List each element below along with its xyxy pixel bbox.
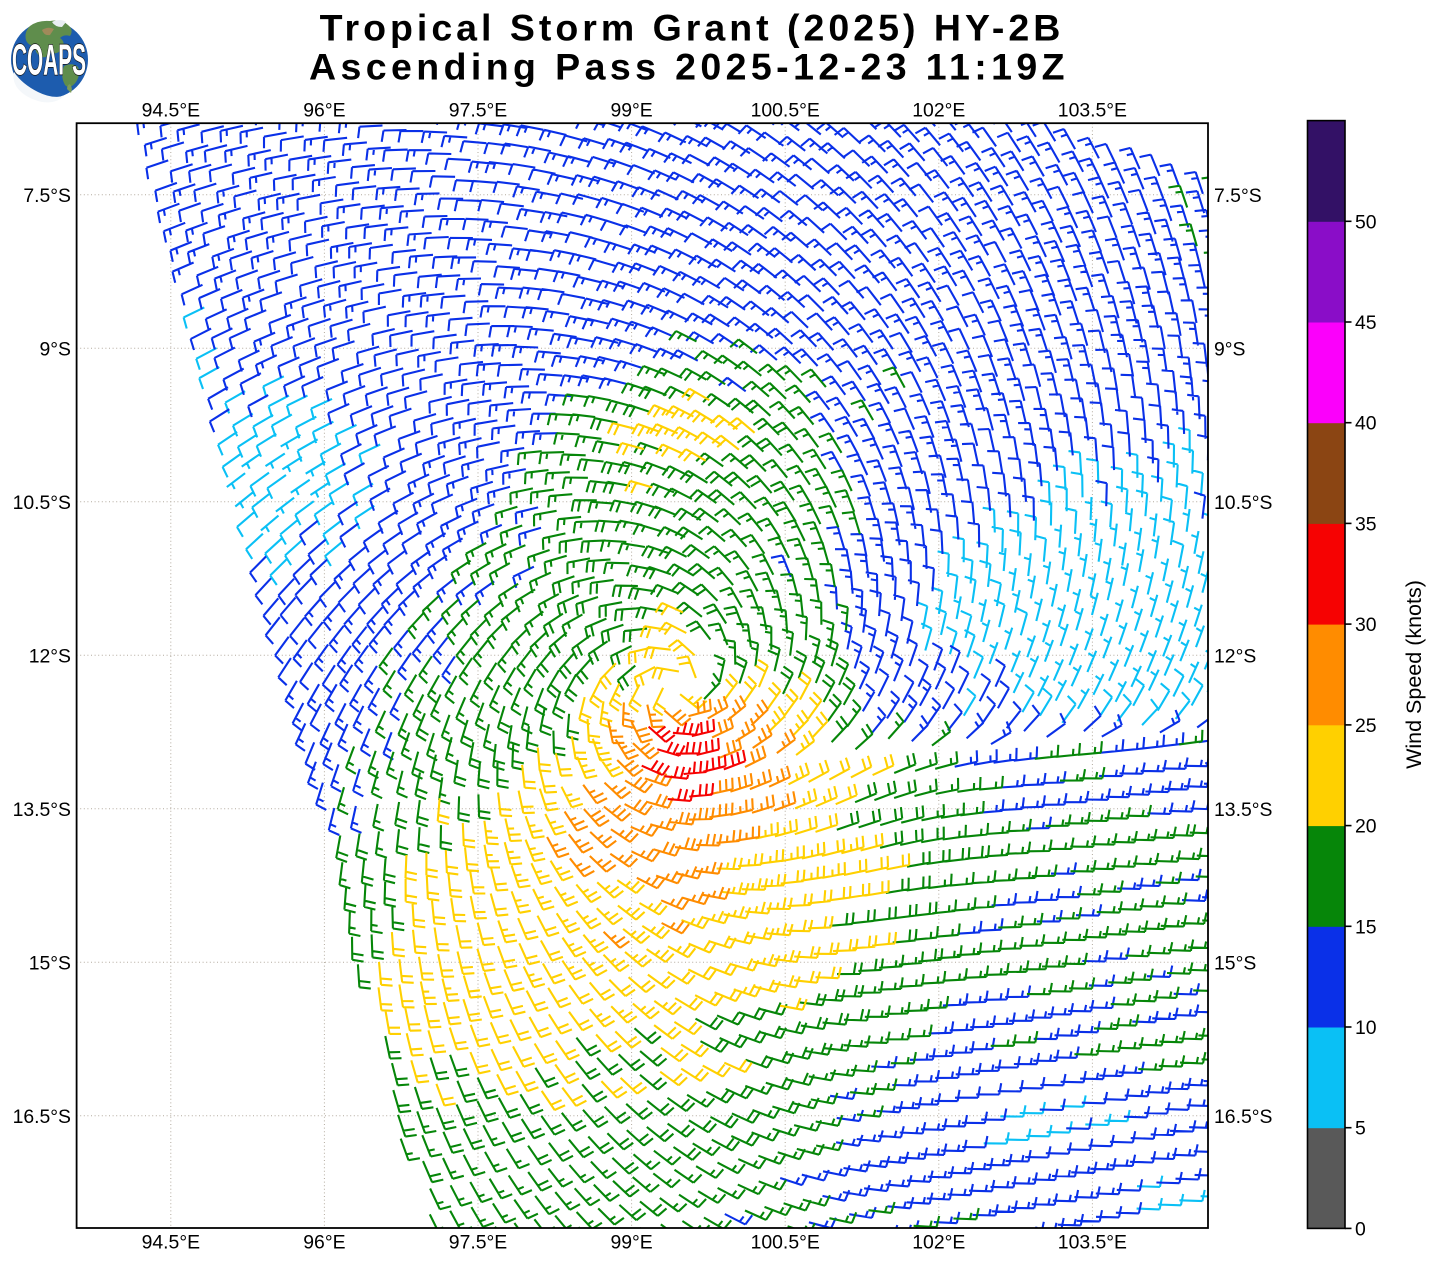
svg-text:0: 0 xyxy=(1355,1218,1366,1240)
svg-text:Ascending Pass 2025-12-23 11:1: Ascending Pass 2025-12-23 11:19Z xyxy=(309,46,1069,88)
svg-text:7.5°S: 7.5°S xyxy=(1214,185,1262,207)
svg-text:COAPS: COAPS xyxy=(12,36,86,85)
svg-text:15°S: 15°S xyxy=(1214,952,1256,974)
svg-text:97.5°E: 97.5°E xyxy=(449,100,507,122)
svg-text:9°S: 9°S xyxy=(1214,338,1246,360)
svg-text:50: 50 xyxy=(1355,211,1377,233)
svg-text:103.5°E: 103.5°E xyxy=(1058,1232,1127,1254)
svg-text:15: 15 xyxy=(1355,916,1377,938)
svg-text:10: 10 xyxy=(1355,1017,1377,1039)
svg-text:94.5°E: 94.5°E xyxy=(142,100,200,122)
svg-text:10.5°S: 10.5°S xyxy=(1214,492,1272,514)
svg-text:Wind Speed (knots): Wind Speed (knots) xyxy=(1402,580,1426,769)
svg-text:99°E: 99°E xyxy=(610,1232,652,1254)
svg-text:45: 45 xyxy=(1355,312,1377,334)
svg-text:Tropical Storm Grant (2025) HY: Tropical Storm Grant (2025) HY-2B xyxy=(320,7,1065,49)
svg-text:13.5°S: 13.5°S xyxy=(13,799,71,821)
svg-text:9°S: 9°S xyxy=(40,338,72,360)
svg-text:16.5°S: 16.5°S xyxy=(13,1106,71,1128)
svg-text:96°E: 96°E xyxy=(303,100,345,122)
svg-text:94.5°E: 94.5°E xyxy=(142,1232,200,1254)
svg-text:30: 30 xyxy=(1355,614,1377,636)
svg-text:97.5°E: 97.5°E xyxy=(449,1232,507,1254)
svg-text:102°E: 102°E xyxy=(912,100,965,122)
svg-text:5: 5 xyxy=(1355,1118,1366,1140)
svg-text:12°S: 12°S xyxy=(1214,645,1256,667)
svg-text:100.5°E: 100.5°E xyxy=(751,1232,820,1254)
svg-text:103.5°E: 103.5°E xyxy=(1058,100,1127,122)
svg-text:20: 20 xyxy=(1355,816,1377,838)
svg-text:7.5°S: 7.5°S xyxy=(23,185,71,207)
svg-text:100.5°E: 100.5°E xyxy=(751,100,820,122)
svg-text:13.5°S: 13.5°S xyxy=(1214,799,1272,821)
svg-text:99°E: 99°E xyxy=(610,100,652,122)
svg-text:16.5°S: 16.5°S xyxy=(1214,1106,1272,1128)
svg-text:10.5°S: 10.5°S xyxy=(13,492,71,514)
svg-text:96°E: 96°E xyxy=(303,1232,345,1254)
svg-text:15°S: 15°S xyxy=(29,952,71,974)
svg-text:35: 35 xyxy=(1355,513,1377,535)
svg-text:40: 40 xyxy=(1355,413,1377,435)
svg-text:102°E: 102°E xyxy=(912,1232,965,1254)
svg-text:25: 25 xyxy=(1355,715,1377,737)
svg-text:12°S: 12°S xyxy=(29,645,71,667)
